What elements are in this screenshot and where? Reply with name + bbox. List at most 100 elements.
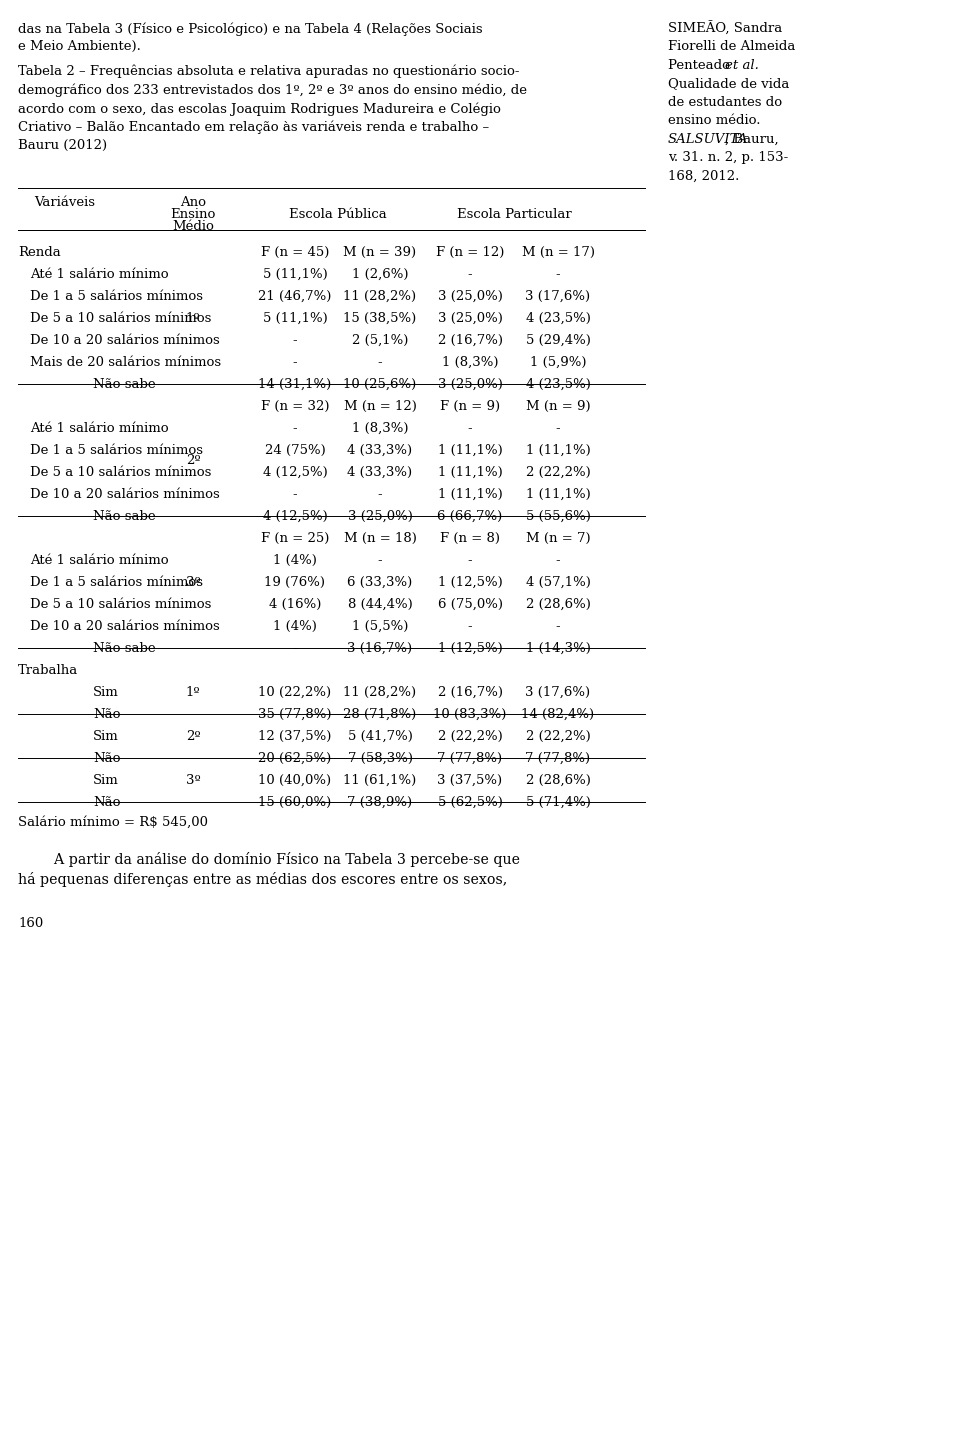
Text: 4 (23,5%): 4 (23,5%)	[525, 378, 590, 391]
Text: 1 (11,1%): 1 (11,1%)	[526, 488, 590, 501]
Text: 8 (44,4%): 8 (44,4%)	[348, 599, 413, 611]
Text: Tabela 2 – Frequências absoluta e relativa apuradas no questionário socio-: Tabela 2 – Frequências absoluta e relati…	[18, 64, 519, 79]
Text: 10 (83,3%): 10 (83,3%)	[433, 707, 507, 720]
Text: 6 (33,3%): 6 (33,3%)	[348, 576, 413, 589]
Text: 28 (71,8%): 28 (71,8%)	[344, 707, 417, 720]
Text: 1 (5,5%): 1 (5,5%)	[351, 620, 408, 633]
Text: 2 (22,2%): 2 (22,2%)	[526, 465, 590, 478]
Text: 15 (38,5%): 15 (38,5%)	[344, 312, 417, 325]
Text: 1 (11,1%): 1 (11,1%)	[438, 488, 502, 501]
Text: Qualidade de vida: Qualidade de vida	[668, 77, 789, 90]
Text: 19 (76%): 19 (76%)	[265, 576, 325, 589]
Text: 1º: 1º	[185, 686, 201, 699]
Text: Sim: Sim	[93, 730, 119, 743]
Text: De 5 a 10 salários mínimos: De 5 a 10 salários mínimos	[30, 312, 211, 325]
Text: 4 (33,3%): 4 (33,3%)	[348, 465, 413, 478]
Text: 3º: 3º	[185, 576, 201, 589]
Text: -: -	[293, 357, 298, 369]
Text: 4 (16%): 4 (16%)	[269, 599, 322, 611]
Text: -: -	[377, 357, 382, 369]
Text: 160: 160	[18, 916, 43, 929]
Text: -: -	[377, 488, 382, 501]
Text: 14 (31,1%): 14 (31,1%)	[258, 378, 331, 391]
Text: F (n = 25): F (n = 25)	[261, 533, 329, 546]
Text: 1 (8,3%): 1 (8,3%)	[442, 357, 498, 369]
Text: 2º: 2º	[185, 454, 201, 467]
Text: 4 (12,5%): 4 (12,5%)	[263, 510, 327, 523]
Text: 2 (16,7%): 2 (16,7%)	[438, 334, 502, 347]
Text: e Meio Ambiente).: e Meio Ambiente).	[18, 40, 141, 53]
Text: Escola Particular: Escola Particular	[457, 208, 571, 221]
Text: Variáveis: Variáveis	[35, 196, 95, 209]
Text: Sim: Sim	[93, 775, 119, 788]
Text: 20 (62,5%): 20 (62,5%)	[258, 752, 331, 765]
Text: 7 (38,9%): 7 (38,9%)	[348, 796, 413, 809]
Text: De 10 a 20 salários mínimos: De 10 a 20 salários mínimos	[30, 620, 220, 633]
Text: 3 (16,7%): 3 (16,7%)	[348, 642, 413, 654]
Text: -: -	[468, 620, 472, 633]
Text: 2 (22,2%): 2 (22,2%)	[438, 730, 502, 743]
Text: Não: Não	[93, 796, 121, 809]
Text: 4 (12,5%): 4 (12,5%)	[263, 465, 327, 478]
Text: 1 (12,5%): 1 (12,5%)	[438, 642, 502, 654]
Text: SALSUVITA: SALSUVITA	[668, 133, 749, 146]
Text: 7 (58,3%): 7 (58,3%)	[348, 752, 413, 765]
Text: -: -	[556, 554, 561, 567]
Text: Escola Pública: Escola Pública	[289, 208, 386, 221]
Text: A partir da análise do domínio Físico na Tabela 3 percebe-se que: A partir da análise do domínio Físico na…	[36, 852, 520, 866]
Text: 5 (62,5%): 5 (62,5%)	[438, 796, 502, 809]
Text: 5 (41,7%): 5 (41,7%)	[348, 730, 413, 743]
Text: Bauru (2012): Bauru (2012)	[18, 139, 108, 152]
Text: M (n = 7): M (n = 7)	[526, 533, 590, 546]
Text: 5 (11,1%): 5 (11,1%)	[263, 268, 327, 281]
Text: 24 (75%): 24 (75%)	[265, 444, 325, 457]
Text: 1º: 1º	[185, 312, 201, 325]
Text: -: -	[293, 334, 298, 347]
Text: Penteado: Penteado	[668, 59, 734, 72]
Text: acordo com o sexo, das escolas Joaquim Rodrigues Madureira e Colégio: acordo com o sexo, das escolas Joaquim R…	[18, 102, 501, 116]
Text: 35 (77,8%): 35 (77,8%)	[258, 707, 332, 720]
Text: 168, 2012.: 168, 2012.	[668, 170, 739, 183]
Text: -: -	[556, 620, 561, 633]
Text: SIMEÃO, Sandra: SIMEÃO, Sandra	[668, 21, 782, 36]
Text: 1 (8,3%): 1 (8,3%)	[351, 422, 408, 435]
Text: Não sabe: Não sabe	[93, 378, 156, 391]
Text: 11 (61,1%): 11 (61,1%)	[344, 775, 417, 788]
Text: -: -	[377, 554, 382, 567]
Text: De 5 a 10 salários mínimos: De 5 a 10 salários mínimos	[30, 465, 211, 478]
Text: 4 (57,1%): 4 (57,1%)	[525, 576, 590, 589]
Text: 1 (14,3%): 1 (14,3%)	[525, 642, 590, 654]
Text: 7 (77,8%): 7 (77,8%)	[525, 752, 590, 765]
Text: Mais de 20 salários mínimos: Mais de 20 salários mínimos	[30, 357, 221, 369]
Text: De 1 a 5 salários mínimos: De 1 a 5 salários mínimos	[30, 291, 203, 304]
Text: 3º: 3º	[185, 773, 201, 786]
Text: -: -	[556, 422, 561, 435]
Text: Sim: Sim	[93, 686, 119, 699]
Text: -: -	[468, 554, 472, 567]
Text: 5 (71,4%): 5 (71,4%)	[525, 796, 590, 809]
Text: Renda: Renda	[18, 246, 60, 259]
Text: 2 (28,6%): 2 (28,6%)	[525, 599, 590, 611]
Text: de estudantes do: de estudantes do	[668, 96, 782, 109]
Text: F (n = 45): F (n = 45)	[261, 246, 329, 259]
Text: 4 (33,3%): 4 (33,3%)	[348, 444, 413, 457]
Text: ensino médio.: ensino médio.	[668, 115, 760, 127]
Text: -: -	[293, 422, 298, 435]
Text: Ano: Ano	[180, 196, 206, 209]
Text: Não sabe: Não sabe	[93, 510, 156, 523]
Text: 6 (66,7%): 6 (66,7%)	[438, 510, 503, 523]
Text: 3 (17,6%): 3 (17,6%)	[525, 686, 590, 699]
Text: Criativo – Balão Encantado em relação às variáveis renda e trabalho –: Criativo – Balão Encantado em relação às…	[18, 120, 490, 135]
Text: 3 (25,0%): 3 (25,0%)	[438, 378, 502, 391]
Text: 5 (11,1%): 5 (11,1%)	[263, 312, 327, 325]
Text: Fiorelli de Almeida: Fiorelli de Almeida	[668, 40, 796, 53]
Text: F (n = 12): F (n = 12)	[436, 246, 504, 259]
Text: 3 (37,5%): 3 (37,5%)	[438, 775, 503, 788]
Text: -: -	[556, 268, 561, 281]
Text: 1 (11,1%): 1 (11,1%)	[526, 444, 590, 457]
Text: 7 (77,8%): 7 (77,8%)	[438, 752, 503, 765]
Text: 2º: 2º	[185, 729, 201, 743]
Text: 6 (75,0%): 6 (75,0%)	[438, 599, 502, 611]
Text: 10 (22,2%): 10 (22,2%)	[258, 686, 331, 699]
Text: -: -	[293, 642, 298, 654]
